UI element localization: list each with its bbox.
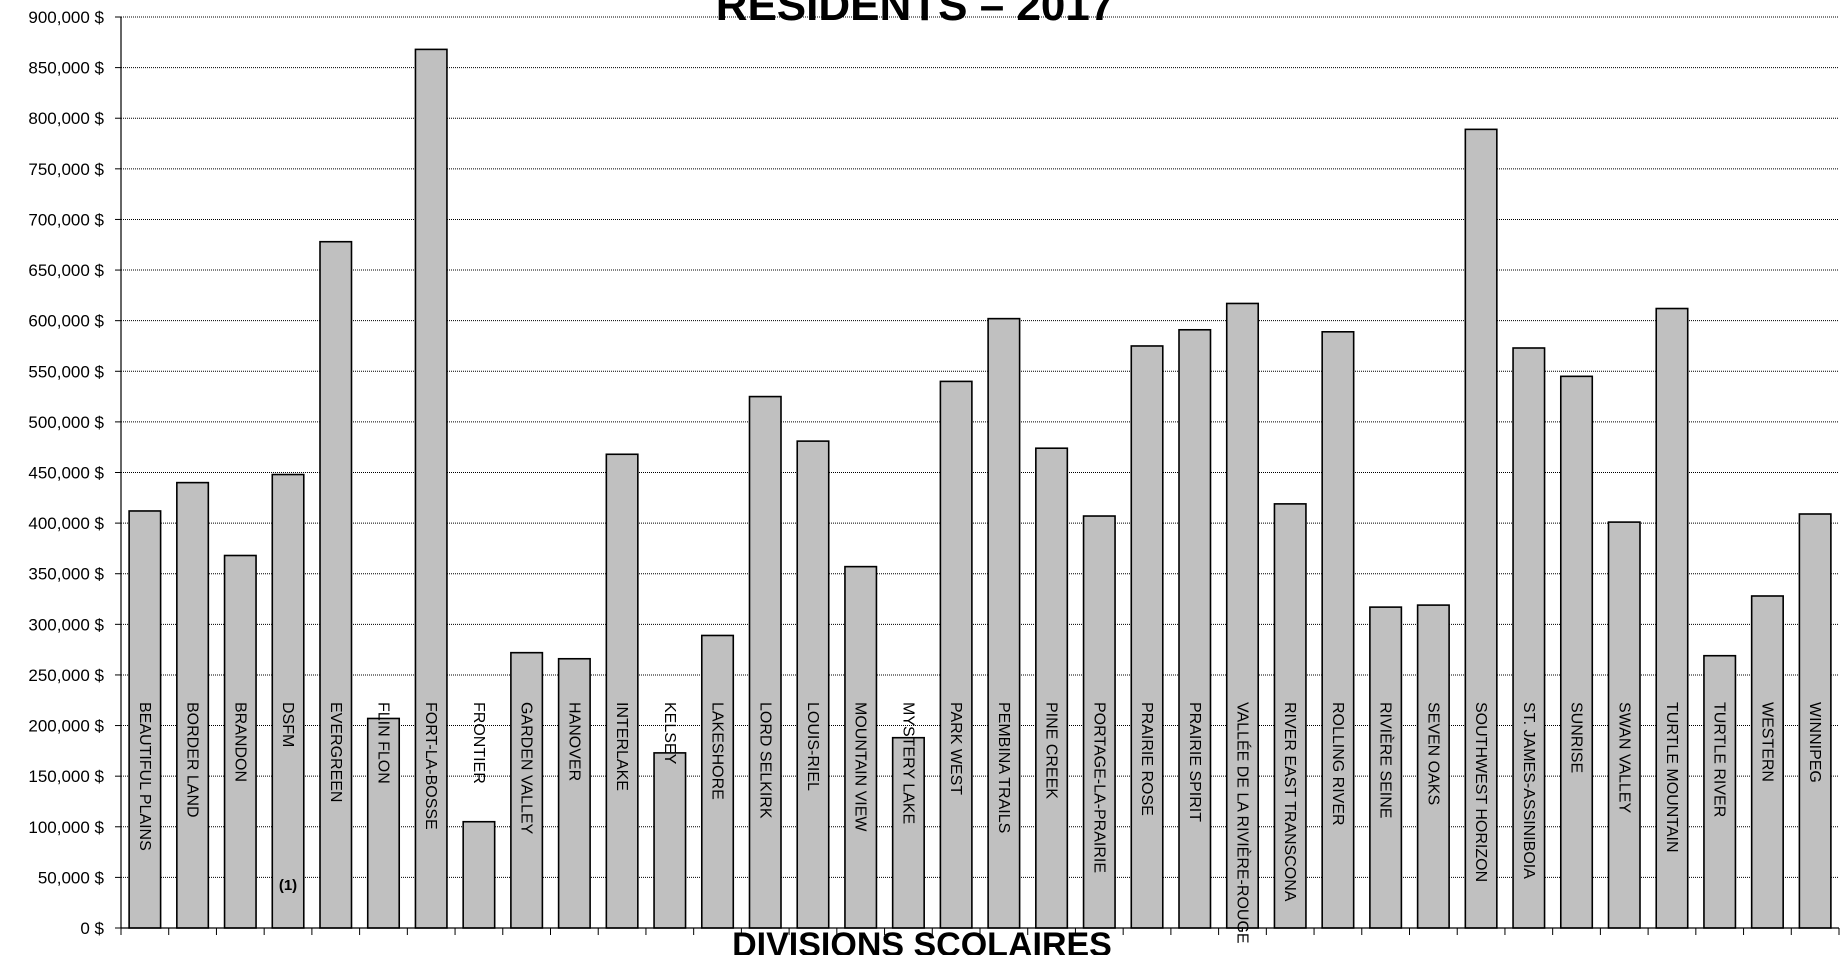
bar [128, 510, 162, 929]
bar [319, 240, 353, 929]
category-label: PORTAGE-LA-PRAIRIE [1090, 702, 1107, 873]
bar [1464, 128, 1498, 929]
bar [1130, 345, 1164, 929]
bar [1655, 307, 1689, 929]
bar [1512, 347, 1546, 929]
bar [271, 473, 305, 929]
category-label: BEAUTIFUL PLAINS [136, 702, 153, 851]
y-tick-label: 100,000 $ [28, 818, 104, 837]
y-tick-label: 300,000 $ [28, 615, 104, 634]
bar [891, 736, 925, 929]
y-tick-label: 750,000 $ [28, 160, 104, 179]
category-label: SWAN VALLEY [1615, 702, 1632, 813]
bar [748, 395, 782, 929]
category-label: SEVEN OAKS [1424, 702, 1441, 805]
y-tick-label: 450,000 $ [28, 464, 104, 483]
bars [128, 48, 1832, 929]
bar [1559, 375, 1594, 929]
category-label: TURTLE RIVER [1711, 702, 1728, 817]
axes [115, 16, 1840, 935]
category-label: ST. JAMES-ASSINIBOIA [1520, 702, 1537, 879]
bar [844, 565, 878, 929]
dsfm-footnote-marker: (1) [279, 877, 297, 894]
y-tick-label: 900,000 $ [28, 8, 104, 27]
category-labels: BEAUTIFUL PLAINS BORDER LAND BRANDON DSFM EV… [136, 702, 1823, 944]
gridlines [121, 16, 1839, 878]
x-axis-title: DIVISIONS SCOLAIRES [732, 926, 1112, 955]
bar [176, 481, 210, 929]
category-label: PRAIRIE ROSE [1138, 702, 1155, 816]
bar [987, 317, 1021, 929]
category-label: GARDEN VALLEY [518, 702, 535, 835]
category-label: WINNIPEG [1806, 702, 1823, 783]
bar [1607, 521, 1641, 929]
category-label: MOUNTAIN VIEW [852, 702, 869, 832]
category-label: WESTERN [1758, 702, 1775, 782]
category-label: MYSTERY LAKE [899, 702, 916, 824]
chart-title: RÉSIDENTS – 2017 [716, 0, 1115, 30]
bar [653, 752, 687, 929]
y-tick-label: 800,000 $ [28, 109, 104, 128]
category-label: DSFM [279, 702, 296, 747]
category-label: HANOVER [565, 702, 582, 781]
bar [939, 380, 973, 929]
category-label: KELSEY [661, 702, 678, 765]
category-label: RIVER EAST TRANSCONA [1281, 702, 1298, 902]
y-tick-label: 500,000 $ [28, 413, 104, 432]
y-tick-label: 350,000 $ [28, 565, 104, 584]
category-label: SUNRISE [1568, 702, 1585, 773]
bar [1798, 513, 1832, 929]
bar [1035, 447, 1069, 929]
y-tick-label: 850,000 $ [28, 59, 104, 78]
y-tick-label: 50,000 $ [38, 868, 105, 887]
bar [510, 651, 544, 929]
y-tick-label: 650,000 $ [28, 261, 104, 280]
bar [1178, 328, 1212, 929]
bar [796, 440, 830, 929]
category-label: INTERLAKE [613, 702, 630, 791]
bar [605, 453, 639, 929]
category-label: FORT-LA-BOSSE [422, 702, 439, 830]
y-tick-label: 0 $ [80, 919, 104, 938]
y-tick-labels: 0 $ 50,000 $ 100,000 $ 150,000 $ 200,000 $ 25… [28, 8, 104, 938]
category-label: FLIN FLON [374, 702, 391, 784]
category-label: FRONTIER [470, 702, 487, 784]
category-label: PINE CREEK [1043, 702, 1060, 799]
y-tick-label: 200,000 $ [28, 717, 104, 736]
bar [1321, 331, 1355, 929]
bar [462, 820, 496, 929]
category-label: PRAIRIE SPIRIT [1186, 702, 1203, 822]
category-label: LORD SELKIRK [756, 702, 773, 819]
y-tick-label: 400,000 $ [28, 514, 104, 533]
y-tick-label: 600,000 $ [28, 312, 104, 331]
category-label: SOUTHWEST HORIZON [1472, 702, 1489, 882]
category-label: LAKESHORE [709, 702, 726, 800]
bar [557, 657, 591, 929]
category-label: PARK WEST [947, 702, 964, 795]
y-tick-label: 700,000 $ [28, 210, 104, 229]
y-tick-label: 550,000 $ [28, 362, 104, 381]
category-label: LOUIS-RIEL [804, 702, 821, 791]
category-label: VALLÉE DE LA RIVIÈRE-ROUGE [1233, 702, 1252, 944]
y-tick-label: 250,000 $ [28, 666, 104, 685]
bar [1703, 654, 1737, 929]
category-label: BORDER LAND [184, 702, 201, 818]
category-label: ROLLING RIVER [1329, 702, 1346, 826]
bar [1225, 302, 1260, 929]
category-label: TURTLE MOUNTAIN [1663, 702, 1680, 853]
y-tick-label: 150,000 $ [28, 767, 104, 786]
category-label: PEMBINA TRAILS [995, 702, 1012, 833]
category-label: RIVIÈRE SEINE [1377, 702, 1396, 818]
category-label: BRANDON [231, 702, 248, 782]
category-label: EVERGREEN [327, 702, 344, 802]
